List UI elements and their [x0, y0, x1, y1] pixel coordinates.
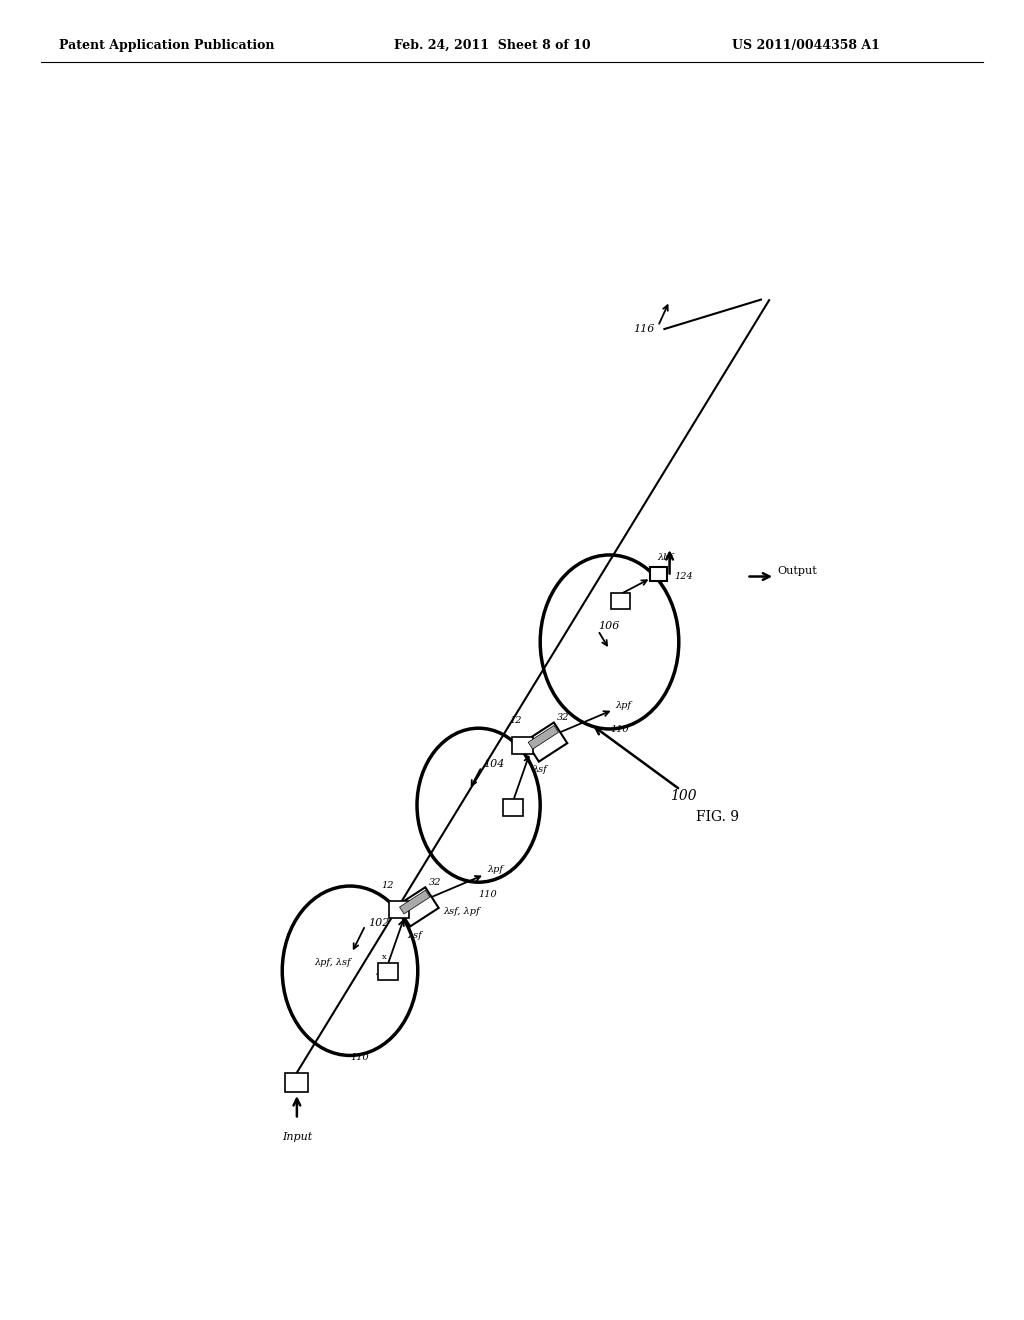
Text: λsf, λpf: λsf, λpf [443, 907, 480, 916]
Bar [528, 726, 558, 750]
Text: 116: 116 [634, 325, 655, 334]
Bar [286, 1073, 308, 1092]
Text: λbf: λbf [657, 553, 674, 562]
Text: λpf: λpf [615, 701, 632, 710]
Text: 12: 12 [381, 880, 394, 890]
Bar [378, 964, 397, 979]
Text: x: x [382, 953, 387, 961]
Text: Feb. 24, 2011  Sheet 8 of 10: Feb. 24, 2011 Sheet 8 of 10 [394, 38, 591, 51]
Bar [503, 799, 523, 816]
Bar [399, 890, 430, 913]
Text: λsf: λsf [532, 766, 547, 775]
Text: 110: 110 [478, 890, 498, 899]
Text: 106: 106 [598, 620, 620, 631]
Text: 32: 32 [376, 969, 386, 977]
Bar [388, 900, 409, 917]
Bar [512, 737, 532, 754]
Text: 12: 12 [509, 715, 521, 725]
Text: λpf: λpf [487, 866, 503, 874]
Text: 110: 110 [350, 1053, 370, 1063]
Text: 32: 32 [429, 878, 441, 887]
Text: 124: 124 [674, 572, 693, 581]
Text: Input: Input [282, 1133, 312, 1142]
Text: FIG. 9: FIG. 9 [695, 809, 738, 824]
Text: 104: 104 [483, 759, 505, 770]
Text: λpf, λsf: λpf, λsf [314, 958, 350, 966]
Text: 32: 32 [557, 713, 569, 722]
Bar [525, 722, 567, 762]
Bar [611, 594, 630, 609]
Text: Output: Output [777, 566, 817, 576]
Text: 110: 110 [610, 725, 629, 734]
Text: λsf: λsf [408, 931, 423, 940]
Text: Patent Application Publication: Patent Application Publication [59, 38, 274, 51]
Text: 102: 102 [368, 917, 389, 928]
Text: 100: 100 [670, 789, 696, 803]
Text: US 2011/0044358 A1: US 2011/0044358 A1 [732, 38, 880, 51]
Bar [397, 887, 438, 927]
Bar [650, 568, 668, 581]
